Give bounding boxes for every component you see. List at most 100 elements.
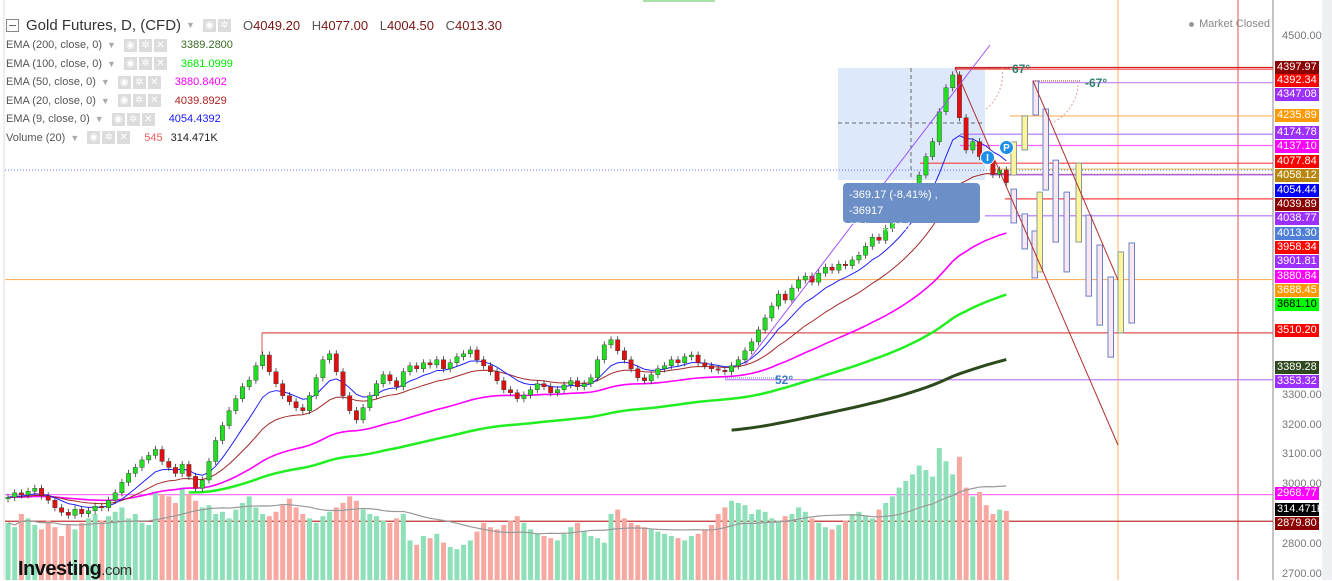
price-tick-label: 2700.00: [1282, 568, 1322, 581]
price-label: 2879.80: [1275, 517, 1319, 530]
candle-body: [186, 464, 192, 477]
indicator-value: 3681.0999: [180, 57, 233, 70]
volume-bar: [213, 514, 219, 580]
chevron-down-icon[interactable]: ▼: [186, 20, 195, 30]
volume-bar: [374, 516, 379, 580]
close-icon[interactable]: ✕: [117, 131, 131, 145]
eye-icon[interactable]: ◉: [117, 94, 131, 108]
candle-body: [702, 362, 708, 366]
candle-body: [635, 368, 641, 378]
chevron-down-icon[interactable]: ▼: [107, 58, 116, 69]
volume-bar: [809, 518, 815, 580]
indicator-label[interactable]: EMA (200, close, 0): [6, 39, 102, 52]
indicator-label[interactable]: EMA (9, close, 0): [6, 113, 90, 126]
volume-bar: [534, 533, 540, 580]
price-label: 4235.89: [1275, 109, 1319, 122]
volume-bar: [561, 533, 567, 580]
volume-bar: [595, 538, 601, 580]
eye-icon[interactable]: ◉: [123, 38, 137, 52]
eye-icon[interactable]: ◉: [87, 131, 101, 145]
close-icon[interactable]: ✕: [147, 75, 161, 89]
volume-bar: [400, 514, 406, 580]
indicator-row: Volume (20) ▼ ◉ ✲ ✕ 545 314.471K: [6, 129, 510, 148]
price-label: 4347.08: [1275, 88, 1319, 101]
candle-body: [119, 482, 125, 494]
candle-body: [568, 380, 574, 386]
eye-icon[interactable]: ◉: [111, 112, 125, 126]
event-marker-i[interactable]: I: [980, 150, 995, 165]
candle-body: [387, 374, 393, 381]
gear-icon[interactable]: ✲: [138, 57, 152, 71]
candle-body: [467, 349, 473, 355]
gear-icon[interactable]: ✲: [126, 112, 140, 126]
indicator-label[interactable]: EMA (20, close, 0): [6, 94, 96, 107]
candle-body: [668, 359, 674, 366]
price-label: 3510.20: [1275, 324, 1319, 337]
gear-icon[interactable]: ✲: [102, 131, 116, 145]
close-icon[interactable]: ✕: [153, 57, 167, 71]
volume-bar: [414, 544, 420, 580]
candle-body: [193, 476, 198, 489]
candle-body: [92, 506, 98, 511]
angle-label[interactable]: -67°: [1085, 76, 1108, 90]
volume-bar: [427, 538, 433, 580]
candle-body: [776, 293, 781, 307]
candle-body: [126, 473, 132, 483]
volume-bar: [936, 448, 942, 580]
volume-bar: [896, 487, 902, 580]
candle-body: [628, 359, 634, 369]
eye-icon[interactable]: ◉: [202, 18, 216, 32]
candle-body: [608, 339, 614, 346]
price-label: 4013.30: [1275, 227, 1319, 240]
event-marker-p[interactable]: P: [999, 140, 1014, 155]
volume-bar: [434, 533, 440, 580]
chevron-down-icon[interactable]: ▼: [100, 77, 110, 88]
volume-bar: [709, 525, 714, 580]
gear-icon[interactable]: ✲: [217, 18, 231, 32]
gear-icon[interactable]: ✲: [138, 38, 152, 52]
candle-body: [823, 266, 828, 274]
trendline-down-2[interactable]: [1032, 80, 1119, 281]
chevron-down-icon[interactable]: ▼: [70, 132, 80, 143]
volume-bar: [970, 496, 976, 580]
trendline-down[interactable]: [954, 67, 1119, 446]
volume-bar: [950, 474, 956, 580]
projection-bar: [1063, 191, 1070, 273]
gear-icon[interactable]: ✲: [132, 75, 146, 89]
close-icon[interactable]: ✕: [141, 112, 155, 126]
close-icon[interactable]: ✕: [153, 38, 167, 52]
volume-bar: [333, 507, 339, 580]
chevron-down-icon[interactable]: ▼: [94, 114, 104, 125]
volume-bar: [889, 496, 895, 580]
close-icon[interactable]: ✕: [147, 94, 161, 108]
chevron-down-icon[interactable]: ▼: [107, 40, 116, 51]
indicator-label[interactable]: Volume (20): [6, 131, 66, 144]
price-label: 3389.28: [1275, 361, 1319, 374]
candle-body: [695, 354, 701, 364]
candle-body: [139, 459, 145, 468]
volume-bar: [65, 525, 71, 580]
candle-body: [253, 365, 259, 381]
candle-body: [528, 389, 534, 396]
angle-label[interactable]: 67°: [1012, 62, 1031, 76]
logo-brand: Investing: [18, 558, 102, 580]
angle-label[interactable]: 52°: [775, 373, 794, 387]
eye-icon[interactable]: ◉: [123, 57, 137, 71]
volume-bar: [173, 503, 178, 580]
eye-icon[interactable]: ◉: [117, 75, 131, 89]
candle-body: [555, 389, 560, 393]
gear-icon[interactable]: ✲: [132, 94, 146, 108]
indicator-label[interactable]: EMA (100, close, 0): [6, 57, 102, 70]
projection-bar: [1107, 276, 1114, 358]
volume-bar: [628, 522, 634, 580]
collapse-icon[interactable]: [6, 18, 19, 32]
indicator-label[interactable]: EMA (50, close, 0): [6, 76, 96, 89]
candle-body: [521, 394, 527, 399]
chevron-down-icon[interactable]: ▼: [100, 95, 110, 106]
candle-body: [843, 263, 848, 266]
volume-bar: [548, 538, 554, 580]
volume-bar: [735, 503, 741, 580]
volume-bar: [18, 514, 24, 580]
candle-body: [313, 377, 319, 396]
